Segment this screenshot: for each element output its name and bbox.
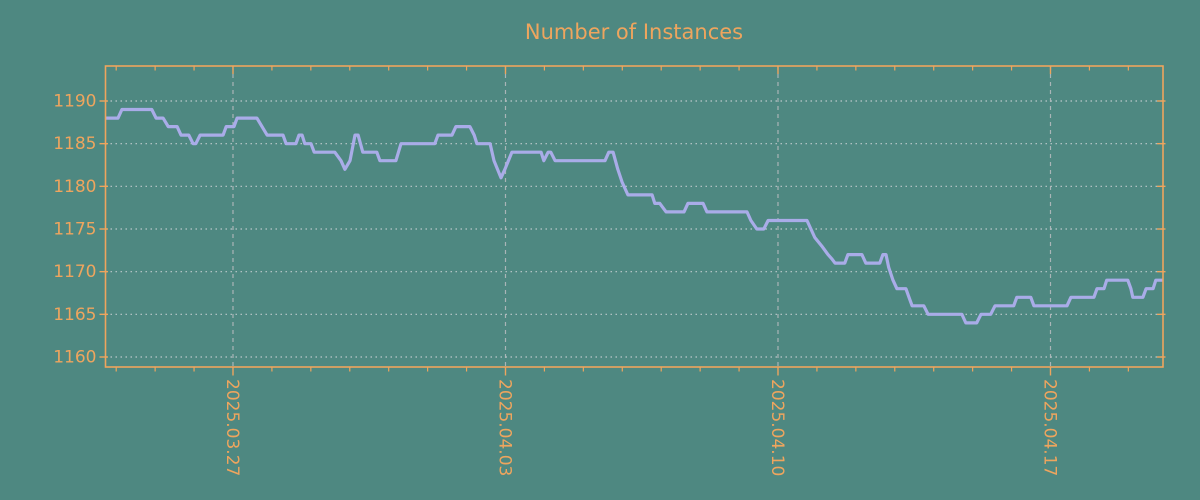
x-tick-label: 2025.03.27 [222,379,242,476]
x-tick-label: 2025.04.03 [495,379,515,476]
y-tick-label: 1190 [53,92,96,112]
y-tick-label: 1170 [53,262,96,282]
y-tick-label: 1165 [53,305,96,325]
grid-layer [105,66,1163,367]
y-tick-label: 1180 [53,177,96,197]
axis-labels: 1160 1165 1170 1175 1180 1185 1190 2025.03.27 20… [53,92,1059,477]
y-tick-label: 1175 [53,219,96,239]
x-tick-label: 2025.04.10 [767,379,787,476]
plot-frame [99,65,1166,376]
x-tick-label: 2025.04.17 [1040,379,1060,476]
plot-border [104,65,1164,368]
y-tick-label: 1185 [53,134,96,154]
series-line-instances [105,107,1163,325]
y-tick-label: 1160 [53,347,96,367]
chart-title: Number of Instances [525,20,743,44]
series-layer [105,107,1163,325]
